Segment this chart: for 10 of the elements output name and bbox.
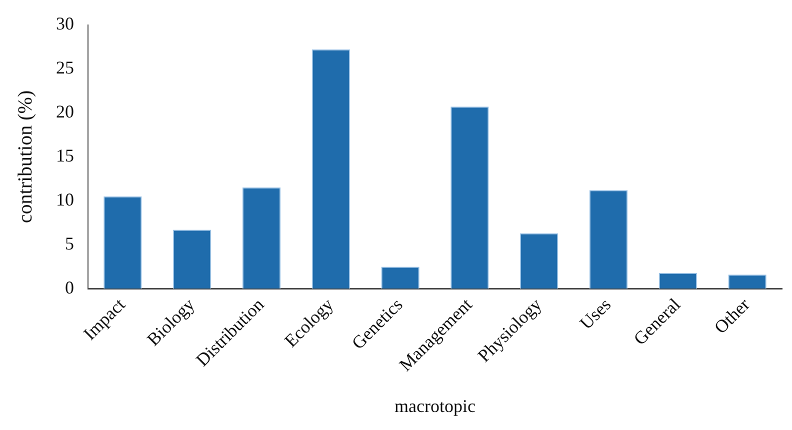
- x-axis-title: macrotopic: [394, 396, 476, 416]
- y-axis-title: contribution (%): [14, 90, 36, 224]
- y-tick-label: 15: [56, 145, 74, 166]
- y-tick-label: 30: [56, 14, 74, 34]
- y-tick-label: 20: [56, 101, 74, 122]
- y-tick-label: 10: [56, 189, 74, 210]
- y-tick-label: 0: [65, 277, 74, 298]
- y-tick-label: 5: [65, 233, 74, 254]
- y-tick-label: 25: [56, 58, 74, 78]
- x-tick-label: Uses: [576, 294, 615, 334]
